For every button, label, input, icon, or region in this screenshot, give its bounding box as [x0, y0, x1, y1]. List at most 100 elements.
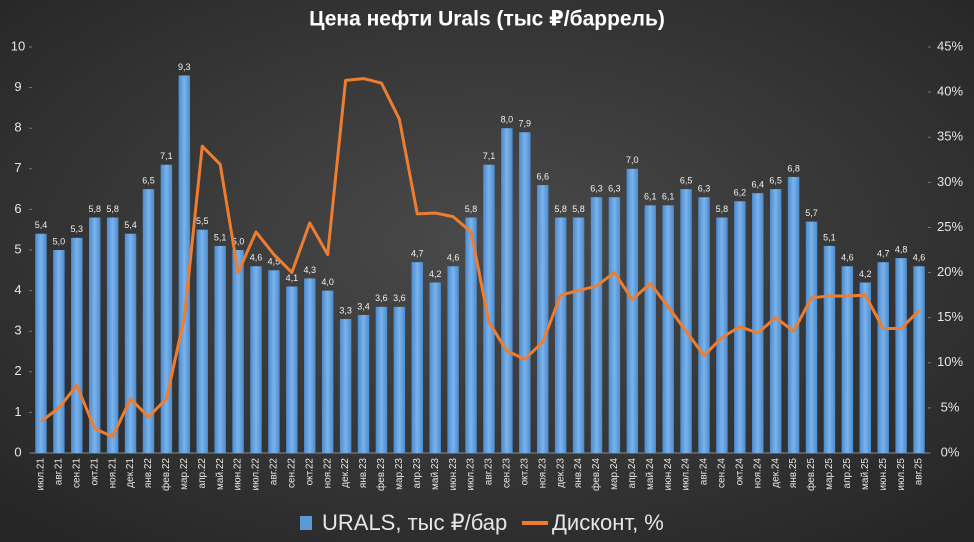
x-tick-label: авг.25: [914, 458, 925, 486]
bar: [895, 258, 907, 453]
bar: [608, 197, 621, 453]
x-tick-label: апр.24: [627, 458, 638, 489]
x-tick-label: фев.23: [375, 458, 387, 491]
x-tick-label: сен.24: [717, 458, 728, 488]
y-tick-label: 9: [14, 79, 21, 94]
bar: [321, 290, 334, 453]
bar: [214, 245, 226, 453]
x-tick-label: июл.25: [896, 458, 907, 491]
data-label: 5,1: [214, 232, 227, 242]
y-tick-label: 8: [14, 120, 21, 135]
x-tick-label: июл.24: [681, 458, 692, 491]
bar: [339, 319, 352, 453]
bar: [554, 217, 567, 453]
data-label: 4,6: [250, 253, 263, 263]
x-tick-label: май.25: [860, 458, 871, 490]
y-tick-label: 4: [14, 282, 21, 297]
y-tick-label: 10: [11, 38, 25, 53]
y-tick-label: 0: [14, 444, 21, 459]
bar: [483, 164, 495, 454]
data-label: 9,3: [178, 62, 191, 72]
x-tick-label: июн.22: [233, 458, 244, 491]
data-label: 4,8: [895, 244, 908, 254]
bar: [841, 266, 854, 453]
data-label: 6,5: [769, 175, 782, 185]
data-label: 5,8: [716, 204, 729, 214]
data-label: 6,2: [734, 188, 747, 198]
bar: [35, 233, 47, 453]
x-tick-label: авг.23: [484, 458, 495, 486]
bar: [88, 217, 101, 453]
bar: [680, 189, 692, 453]
x-tick-label: апр.23: [412, 458, 423, 489]
legend-swatch: [300, 516, 312, 530]
bar: [142, 189, 155, 453]
y2-tick-label: 45%: [937, 38, 963, 53]
data-label: 7,1: [483, 151, 496, 161]
x-tick-label: май.22: [215, 458, 226, 490]
data-label: 6,3: [698, 184, 711, 194]
y2-tick-label: 35%: [937, 129, 963, 144]
y-tick-label: 6: [14, 201, 21, 216]
bar: [572, 217, 585, 453]
x-tick-label: май.24: [645, 458, 656, 490]
bar: [160, 164, 173, 454]
x-tick-label: июл.23: [466, 458, 477, 491]
y-tick-label: 7: [14, 160, 21, 175]
data-label: 5,8: [465, 204, 478, 214]
x-tick-label: ноя.21: [107, 458, 118, 489]
legend-label: URALS, тыс ₽/бар: [322, 510, 507, 535]
x-tick-label: сен.23: [502, 458, 513, 488]
y2-tick-label: 20%: [937, 264, 963, 279]
data-label: 6,6: [536, 171, 549, 181]
x-tick-label: апр.22: [197, 458, 208, 489]
data-label: 4,0: [321, 277, 334, 287]
data-label: 4,6: [913, 253, 926, 263]
x-tick-label: мар.24: [609, 458, 620, 490]
data-label: 3,6: [375, 293, 388, 303]
bar: [698, 197, 710, 453]
x-tick-label: июн.24: [663, 458, 674, 491]
x-tick-label: май.23: [430, 458, 441, 490]
data-label: 4,7: [411, 249, 424, 259]
data-label: 5,5: [196, 216, 209, 226]
x-tick-label: фев.25: [805, 458, 817, 491]
x-tick-label: ноя.24: [752, 458, 763, 489]
x-tick-label: фев.22: [160, 458, 172, 491]
y2-tick-label: 15%: [937, 309, 963, 324]
x-tick-label: окт.22: [304, 458, 315, 486]
data-label: 6,1: [644, 192, 657, 202]
data-label: 3,4: [357, 301, 370, 311]
bar: [124, 233, 137, 453]
bar: [232, 250, 244, 453]
bar: [429, 282, 441, 453]
x-tick-label: мар.22: [179, 458, 190, 490]
bar: [178, 75, 191, 454]
x-tick-label: сен.22: [286, 458, 297, 488]
bar: [662, 205, 674, 453]
data-label: 5,4: [35, 220, 48, 230]
x-tick-label: окт.24: [734, 458, 745, 486]
x-tick-label: авг.21: [54, 458, 65, 486]
y2-tick-label: 5%: [941, 399, 960, 414]
data-label: 4,2: [429, 269, 442, 279]
line: [40, 77, 921, 439]
chart-title: Цена нефти Urals (тыс ₽/баррель): [309, 8, 665, 31]
data-label: 6,3: [608, 184, 621, 194]
y-tick-label: 5: [14, 241, 21, 256]
bar: [250, 266, 262, 453]
bar: [644, 205, 656, 453]
data-label: 4,2: [859, 269, 872, 279]
bar: [823, 245, 836, 453]
x-tick-label: фев.24: [590, 458, 602, 491]
data-label: 4,6: [447, 253, 460, 263]
x-tick-label: дек.22: [340, 458, 351, 488]
x-tick-label: янв.25: [788, 458, 799, 489]
data-label: 5,7: [805, 208, 818, 218]
data-label: 6,1: [662, 192, 675, 202]
data-label: 3,3: [339, 305, 352, 315]
data-label: 4,3: [304, 265, 317, 275]
y2-tick-label: 25%: [937, 219, 963, 234]
